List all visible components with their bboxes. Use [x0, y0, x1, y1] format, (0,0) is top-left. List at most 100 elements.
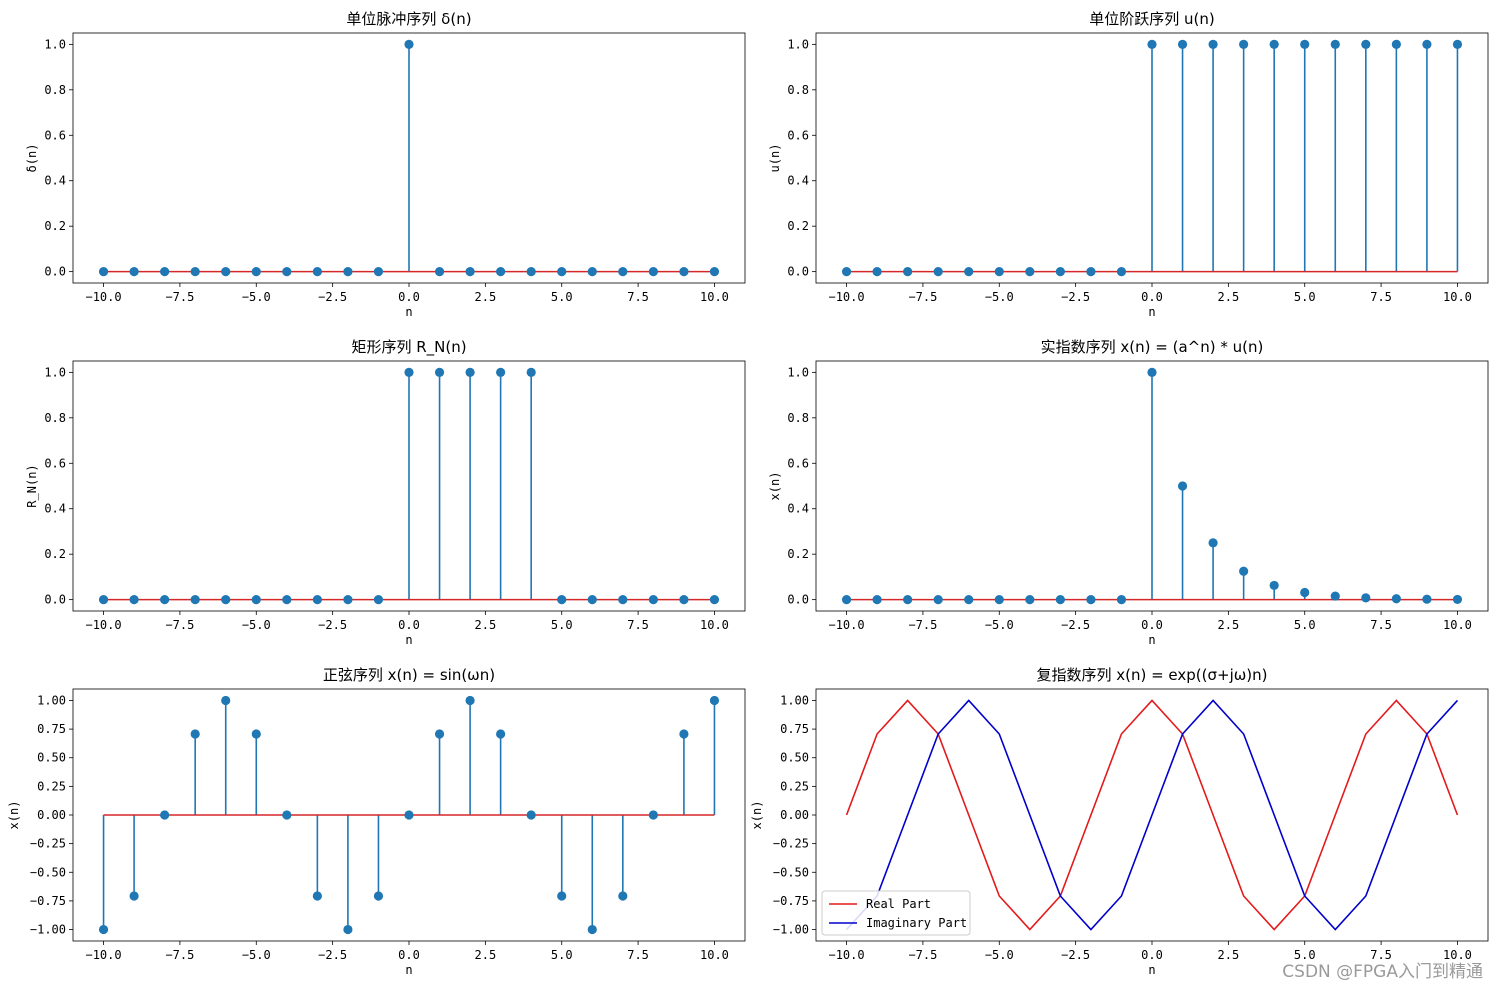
y-tick-label: 0.4 [787, 502, 809, 516]
stem-marker [1300, 587, 1310, 598]
stem-marker [994, 595, 1004, 605]
y-tick-label: 1.0 [44, 365, 66, 379]
stem-marker [282, 595, 292, 605]
stem-marker [343, 924, 353, 935]
stem-marker [618, 595, 628, 605]
x-tick-label: −7.5 [908, 948, 937, 962]
stem-marker [496, 729, 506, 739]
x-tick-label: −5.0 [242, 948, 271, 962]
stem-marker [496, 367, 506, 377]
y-tick-label: 0.75 [37, 722, 66, 736]
y-tick-label: 0.25 [780, 779, 809, 793]
stem-marker [98, 267, 109, 277]
y-tick-label: 0.4 [44, 502, 66, 516]
subplot-6: 复指数序列 x(n) = exp((σ+jω)n) −10.0 −7.5 −5.0 −2… [750, 666, 1489, 977]
subplot-1: 单位脉冲序列 δ(n) −10.0 −7.5 −5.0 −2.5 0.0 2.5 5.0 7.5… [25, 10, 746, 319]
x-tick-label: 0.0 [1141, 290, 1163, 304]
stem-marker [903, 595, 913, 605]
y-axis-label: u(n) [768, 144, 782, 173]
stem-marker [1025, 267, 1035, 277]
stem-marker [1452, 39, 1463, 49]
stem-marker [343, 595, 353, 605]
x-tick-label: 10.0 [1443, 948, 1472, 962]
x-tick-label: −5.0 [985, 618, 1014, 632]
stem-marker [1422, 39, 1432, 49]
stem-marker [496, 267, 506, 277]
y-tick-label: −0.25 [773, 837, 809, 851]
stem-marker [251, 595, 261, 605]
y-tick-label: 1.0 [44, 37, 66, 51]
x-tick-label: 7.5 [1370, 618, 1392, 632]
stem-marker [872, 595, 882, 605]
stem-marker [1239, 566, 1249, 576]
stem-marker [221, 695, 231, 706]
legend-entry: Imaginary Part [866, 916, 967, 930]
stem-marker [282, 267, 292, 277]
stem-marker [679, 267, 689, 277]
x-tick-label: 2.5 [1218, 618, 1240, 632]
x-tick-label: −7.5 [908, 290, 937, 304]
stem-marker [648, 595, 658, 605]
stem-marker [1025, 595, 1035, 605]
stem-marker [841, 595, 852, 605]
y-tick-label: 1.0 [787, 365, 809, 379]
y-tick-label: 0.0 [44, 265, 66, 279]
y-axis-label: R_N(n) [25, 464, 39, 507]
legend-box [821, 890, 971, 936]
stem-marker [1361, 39, 1371, 49]
stem-marker [129, 267, 139, 277]
y-tick-label: −0.25 [30, 837, 66, 851]
x-tick-label: 0.0 [1141, 948, 1163, 962]
subplot-4: 实指数序列 x(n) = (a^n) * u(n) −10.0 −7.5 −5.0 −2… [768, 338, 1489, 647]
stem-marker [1269, 580, 1279, 591]
y-tick-label: 0.50 [780, 751, 809, 765]
stem-marker [98, 924, 109, 935]
stem-marker [190, 595, 200, 605]
stem-marker [434, 367, 445, 377]
x-tick-label: −5.0 [242, 618, 271, 632]
stem-marker [1361, 593, 1371, 603]
subplot-title: 实指数序列 x(n) = (a^n) * u(n) [1041, 338, 1264, 356]
stem-marker [709, 267, 720, 277]
axes-frame [815, 32, 1489, 284]
x-tick-label: −7.5 [908, 618, 937, 632]
stem-marker [373, 891, 384, 901]
y-tick-label: −0.50 [773, 865, 809, 879]
stem-marker [1147, 367, 1157, 377]
x-tick-label: 5.0 [551, 290, 573, 304]
x-tick-label: 2.5 [1218, 290, 1240, 304]
x-tick-label: −2.5 [318, 618, 347, 632]
y-tick-label: 0.6 [787, 456, 809, 470]
stem-marker [434, 729, 445, 739]
stem-marker [129, 891, 139, 901]
x-tick-label: 0.0 [398, 290, 420, 304]
x-tick-label: −2.5 [1061, 618, 1090, 632]
stem-marker [964, 267, 974, 277]
stem-marker [160, 267, 170, 277]
y-axis-label: δ(n) [25, 144, 39, 173]
x-tick-label: 10.0 [1443, 618, 1472, 632]
y-tick-label: 0.4 [44, 174, 66, 188]
x-tick-label: 5.0 [551, 948, 573, 962]
y-tick-label: 0.50 [37, 751, 66, 765]
stem-marker [903, 267, 913, 277]
y-tick-label: 1.00 [37, 693, 66, 707]
y-tick-label: 0.75 [780, 722, 809, 736]
legend-entry: Real Part [866, 897, 931, 911]
y-tick-label: 0.6 [44, 128, 66, 142]
y-tick-label: 0.2 [787, 547, 809, 561]
x-tick-label: 5.0 [1294, 618, 1316, 632]
stem-marker [1239, 39, 1249, 49]
stem-marker [1452, 594, 1463, 605]
subplot-title: 复指数序列 x(n) = exp((σ+jω)n) [1036, 666, 1267, 684]
x-tick-label: 7.5 [627, 290, 649, 304]
series-line [845, 699, 1459, 931]
y-tick-label: 0.6 [44, 456, 66, 470]
x-tick-label: 10.0 [700, 618, 729, 632]
subplot-title: 单位阶跃序列 u(n) [1089, 10, 1215, 28]
x-tick-label: 5.0 [1294, 290, 1316, 304]
stem-marker [1422, 594, 1432, 604]
x-tick-label: 2.5 [1218, 948, 1240, 962]
stem-marker [933, 595, 943, 605]
